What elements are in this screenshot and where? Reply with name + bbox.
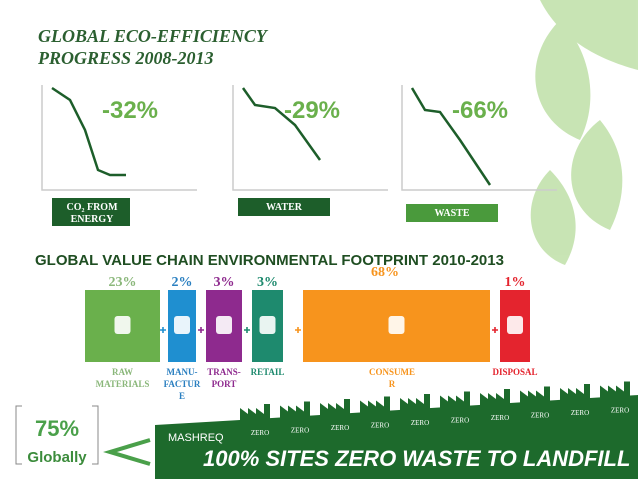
plus	[198, 327, 204, 333]
stage-share: 3%	[214, 275, 235, 290]
panel-label: WASTE	[434, 208, 469, 219]
factory	[280, 401, 310, 418]
site-label: ZERO	[251, 429, 269, 437]
site-label: ZERO	[291, 427, 309, 435]
axis	[41, 85, 197, 191]
label-box	[238, 198, 330, 216]
global-share: 75%	[35, 416, 79, 441]
stage-label: RETAIL	[251, 367, 285, 377]
plus	[244, 327, 250, 333]
site-label: ZERO	[331, 424, 349, 432]
site-label: ZERO	[491, 414, 509, 422]
stage-label: MATERIALS	[96, 379, 150, 389]
value-chain: 23% RAW MATERIALS 2% MANU- FACTUR E 3% TRANS- POR…	[85, 265, 538, 401]
factory	[520, 386, 550, 403]
site-label: ZERO	[411, 419, 429, 427]
stage-icon	[114, 316, 131, 334]
stage-icon	[216, 316, 232, 334]
region: MASHREQ	[168, 432, 224, 444]
title-line: PROGRESS 2008-2013	[37, 48, 214, 68]
site-label: ZERO	[371, 422, 389, 430]
stage-share: 2%	[172, 275, 193, 290]
stage-share: 68%	[371, 265, 399, 280]
factory	[440, 391, 470, 408]
factory	[240, 404, 270, 420]
label-box	[406, 204, 498, 222]
trend-line	[51, 86, 126, 177]
stage-icon	[174, 316, 190, 334]
plus	[160, 327, 166, 333]
change: -32%	[102, 97, 158, 124]
leaf-decoration	[530, 0, 638, 265]
stage-label: RAW	[112, 367, 133, 377]
factory	[400, 394, 430, 410]
stage-share: 1%	[505, 275, 526, 290]
stage-icon	[507, 316, 523, 334]
stage-label: PORT	[212, 379, 237, 389]
stage-label: DISPOSAL	[492, 367, 537, 377]
site-label: ZERO	[451, 417, 469, 425]
stage-label: R	[389, 379, 396, 389]
stage-icon	[259, 316, 276, 334]
banner-text: 100% SITES ZERO WASTE TO LANDFILL	[203, 446, 630, 471]
stage-label: FACTUR	[164, 379, 201, 389]
site-label: ZERO	[571, 409, 589, 417]
title-line: GLOBAL ECO-EFFICIENCY	[38, 26, 269, 46]
stage-share: 3%	[257, 275, 278, 290]
global-label: Globally	[27, 449, 87, 466]
axis	[232, 85, 388, 191]
banner-shape	[155, 395, 638, 479]
panel-label: CO₂ FROM	[66, 202, 118, 213]
plus	[295, 327, 301, 333]
factory	[320, 399, 350, 415]
change: -29%	[284, 97, 340, 124]
global-box: 75% Globally	[15, 405, 151, 466]
stage-label: E	[179, 391, 185, 401]
plus	[492, 327, 498, 333]
stage-label: CONSUME	[369, 367, 415, 377]
factory	[560, 384, 590, 400]
stage-label: TRANS-	[207, 367, 241, 377]
title: GLOBAL ECO-EFFICIENCY PROGRESS 2008-2013	[37, 26, 269, 68]
section-title: GLOBAL VALUE CHAIN ENVIRONMENTAL FOOTPRI…	[35, 252, 504, 269]
change: -66%	[452, 97, 508, 124]
factory	[360, 396, 390, 413]
factory	[480, 389, 510, 405]
stage-icon	[388, 316, 405, 334]
arrow	[103, 438, 151, 466]
factory	[600, 381, 630, 398]
panel-label: ENERGY	[71, 214, 115, 225]
stage-share: 23%	[109, 275, 137, 290]
panel-label: WATER	[266, 202, 303, 213]
bracket	[15, 405, 99, 465]
site-label: ZERO	[611, 407, 629, 415]
site-label: ZERO	[531, 412, 549, 420]
sites: ZERO ZERO ZERO ZERO ZERO ZERO ZERO ZERO ZERO ZERO	[240, 381, 630, 437]
axis	[401, 85, 557, 191]
stage-label: MANU-	[167, 367, 198, 377]
trend-line	[410, 87, 492, 186]
trend-line	[241, 87, 322, 161]
label-box	[52, 198, 130, 226]
